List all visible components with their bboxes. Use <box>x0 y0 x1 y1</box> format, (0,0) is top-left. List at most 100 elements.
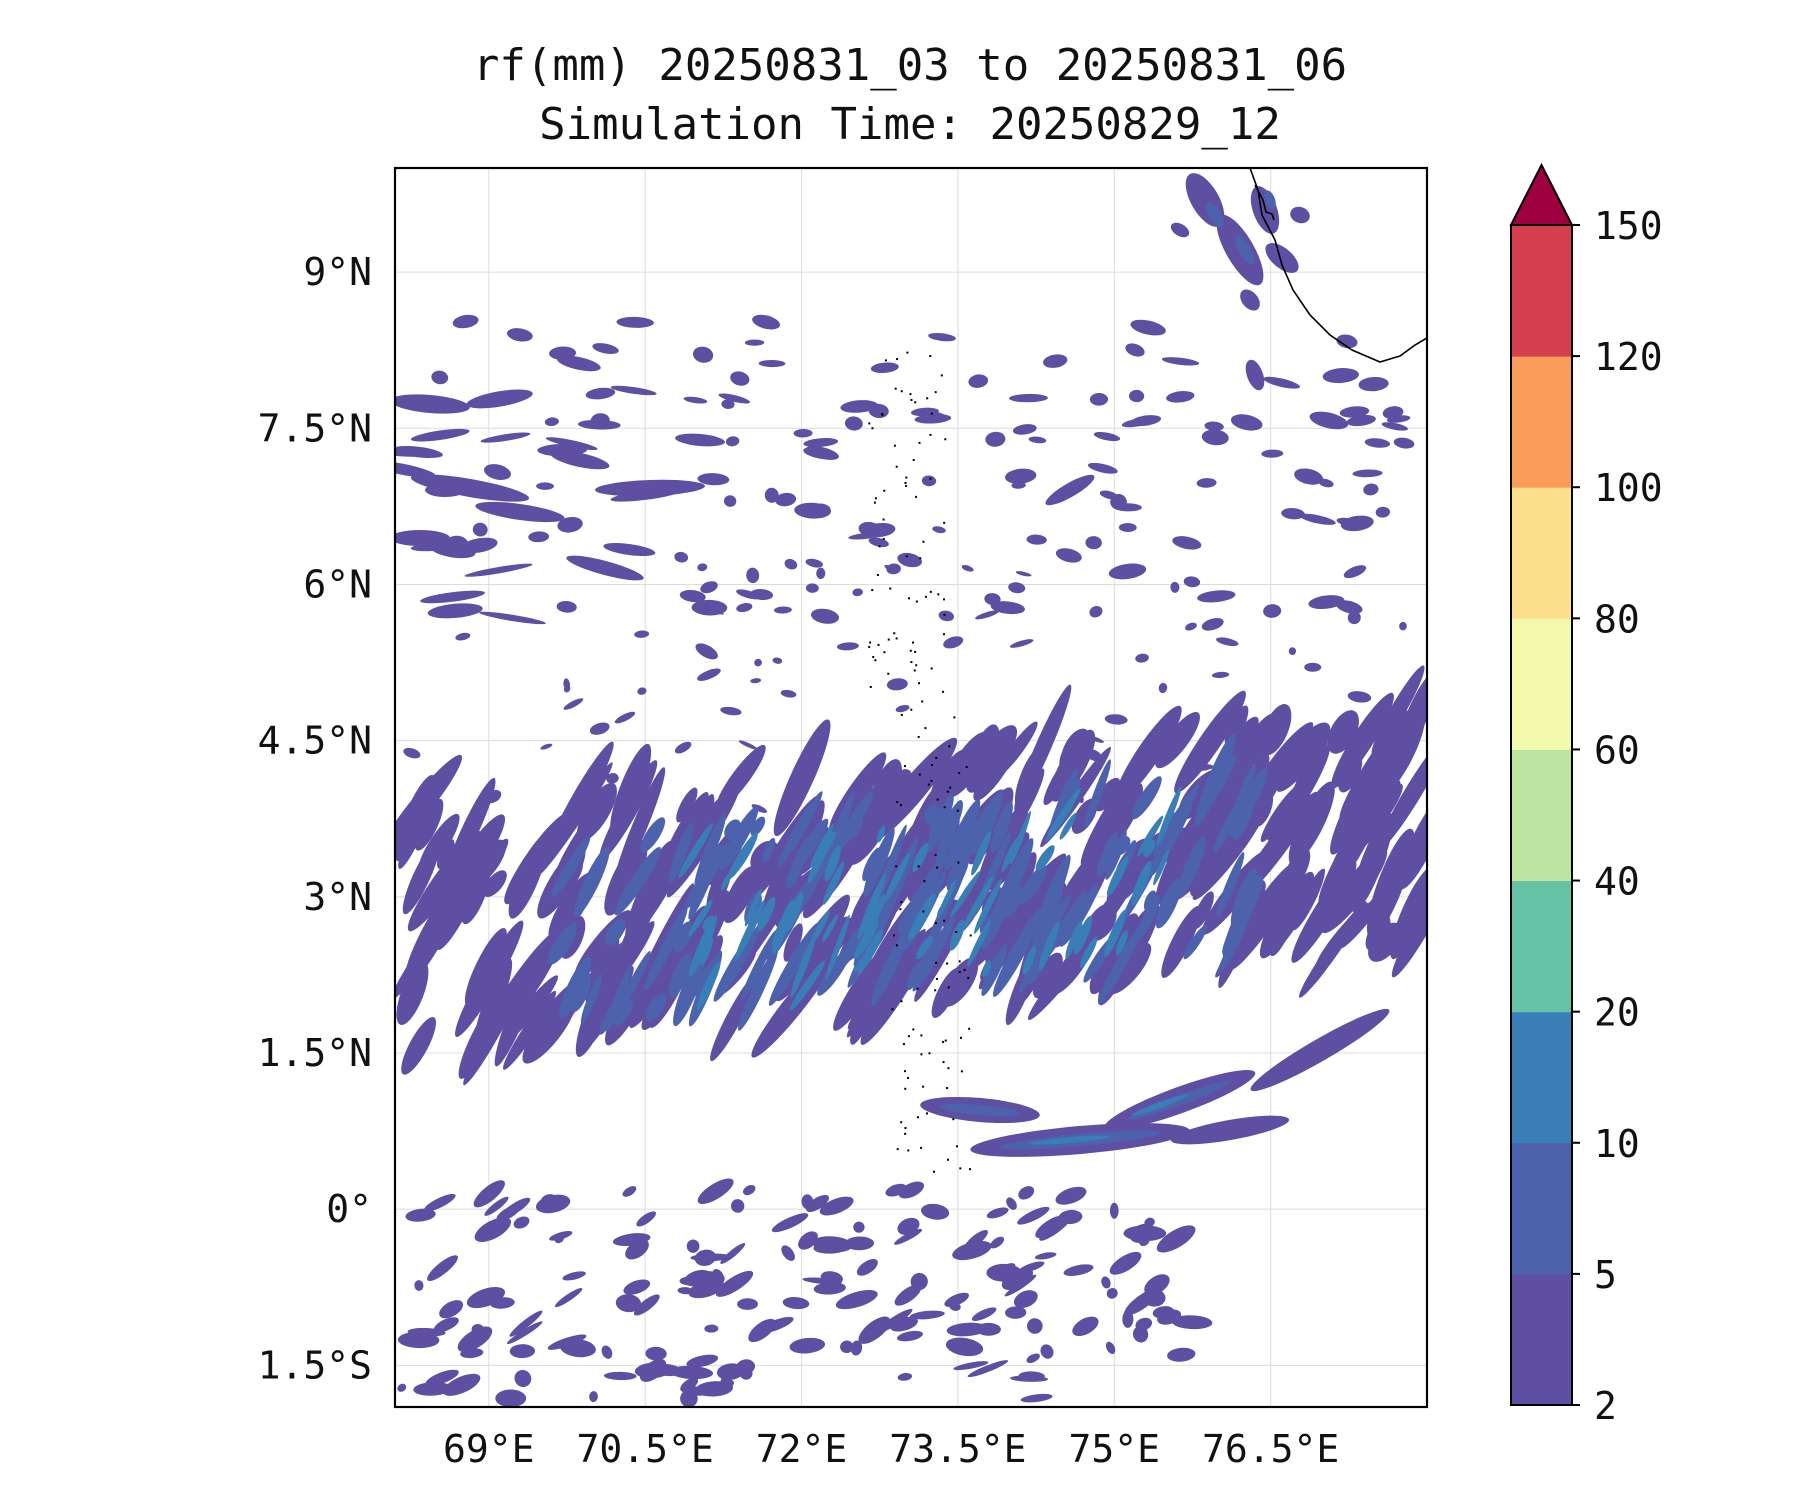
rain-cell <box>784 558 798 570</box>
rain-cell <box>556 600 577 613</box>
rain-cell <box>697 668 721 681</box>
atoll-dot <box>943 919 946 922</box>
rain-cell <box>790 936 816 998</box>
rain-cell <box>445 535 468 552</box>
atoll-dot <box>907 1077 910 1080</box>
rain-cell <box>720 706 742 716</box>
rain-cell <box>1308 595 1345 610</box>
rain-cell <box>1089 393 1109 406</box>
rain-cell <box>743 1184 756 1196</box>
rain-cell <box>723 495 737 507</box>
rain-cell <box>976 1322 1001 1336</box>
rain-cell <box>1269 890 1307 946</box>
rain-cell <box>1336 600 1363 614</box>
atoll-dot <box>935 977 938 980</box>
atoll-dot <box>874 497 877 500</box>
atoll-dot <box>942 1040 945 1043</box>
rain-cell <box>690 1253 732 1262</box>
atoll-dot <box>957 861 960 864</box>
atoll-dot <box>882 538 885 541</box>
rain-cell <box>969 797 1002 856</box>
rain-cell <box>1363 483 1379 496</box>
rain-cell <box>544 417 559 427</box>
rain-cell <box>798 1231 818 1250</box>
rain-cell <box>1009 639 1034 648</box>
atoll-dot <box>910 661 913 664</box>
rain-cell <box>590 413 610 428</box>
rain-cell <box>1172 536 1202 550</box>
rain-cell <box>1194 733 1236 827</box>
atoll-dot <box>934 989 937 992</box>
atoll-dot <box>922 1085 925 1088</box>
rain-cell <box>737 1298 758 1310</box>
rain-cell <box>990 838 1034 928</box>
rain-cell <box>1183 576 1201 588</box>
colorbar-frame <box>1510 224 1573 1406</box>
rain-cell <box>1084 759 1111 828</box>
rain-cell <box>673 955 705 1027</box>
atoll-dot <box>887 638 890 641</box>
rain-cell <box>1055 1186 1087 1205</box>
colorbar-tick-label: 120 <box>1594 335 1663 379</box>
rain-cell <box>990 601 1025 615</box>
rain-cell <box>922 411 949 422</box>
rain-cell <box>1131 1094 1189 1116</box>
rain-cell <box>427 1255 458 1282</box>
atoll-dot <box>902 1043 905 1046</box>
rain-cell <box>971 1307 997 1321</box>
rain-cell <box>669 1365 714 1380</box>
rain-cell <box>990 1236 1005 1249</box>
rain-cell <box>1074 915 1093 955</box>
atoll-dot <box>874 659 877 662</box>
longitude-tick-label: 69°E <box>443 1427 535 1471</box>
rain-cell <box>932 526 946 534</box>
rain-cell <box>1122 1310 1134 1328</box>
map-title-line-2: Simulation Time: 20250829_12 <box>539 99 1281 150</box>
colorbar-tick-label: 150 <box>1594 204 1663 248</box>
rain-cell <box>1131 776 1162 820</box>
rain-cell <box>629 940 689 1028</box>
latitude-tick-label: 1.5°N <box>258 1031 372 1075</box>
rain-cell <box>686 1239 700 1253</box>
atoll-dot <box>887 672 890 675</box>
rain-cell <box>918 895 951 973</box>
atoll-dot <box>896 800 899 803</box>
rain-cell <box>1288 647 1297 656</box>
rain-cell <box>574 846 610 917</box>
rain-cell <box>615 768 647 812</box>
rain-cell <box>819 1196 854 1216</box>
atoll-dot <box>914 401 917 404</box>
atoll-dot <box>946 1087 949 1090</box>
colorbar-segment <box>1511 1011 1572 1144</box>
rain-cell <box>414 798 444 851</box>
rain-cell <box>1017 1206 1050 1225</box>
rain-cell <box>908 893 936 941</box>
atoll-dot <box>907 1149 910 1152</box>
rain-cell <box>592 343 619 354</box>
rain-cell <box>644 906 688 991</box>
rain-cell <box>1131 861 1152 906</box>
rain-cell <box>1022 946 1036 975</box>
rain-cell <box>610 385 657 396</box>
rain-cell <box>694 813 726 887</box>
rain-cell <box>1155 878 1182 929</box>
rain-cell <box>1196 478 1217 488</box>
atoll-dot <box>956 809 959 812</box>
rain-cell <box>706 857 733 914</box>
rain-cell <box>875 1308 913 1334</box>
colorbar-segment <box>1511 356 1572 488</box>
rain-cell <box>863 522 896 538</box>
atoll-dot <box>946 1158 949 1161</box>
atoll-dot <box>899 804 902 807</box>
rain-cell <box>680 1386 712 1396</box>
rain-cell <box>1174 690 1246 794</box>
rain-cell <box>721 399 735 409</box>
rain-cell <box>536 482 554 490</box>
rain-cell <box>695 1271 725 1283</box>
atoll-dot <box>912 1028 915 1031</box>
atoll-dot <box>948 745 951 748</box>
rain-cell <box>668 953 692 998</box>
rain-cell <box>457 1326 493 1352</box>
rain-cell <box>853 920 879 960</box>
